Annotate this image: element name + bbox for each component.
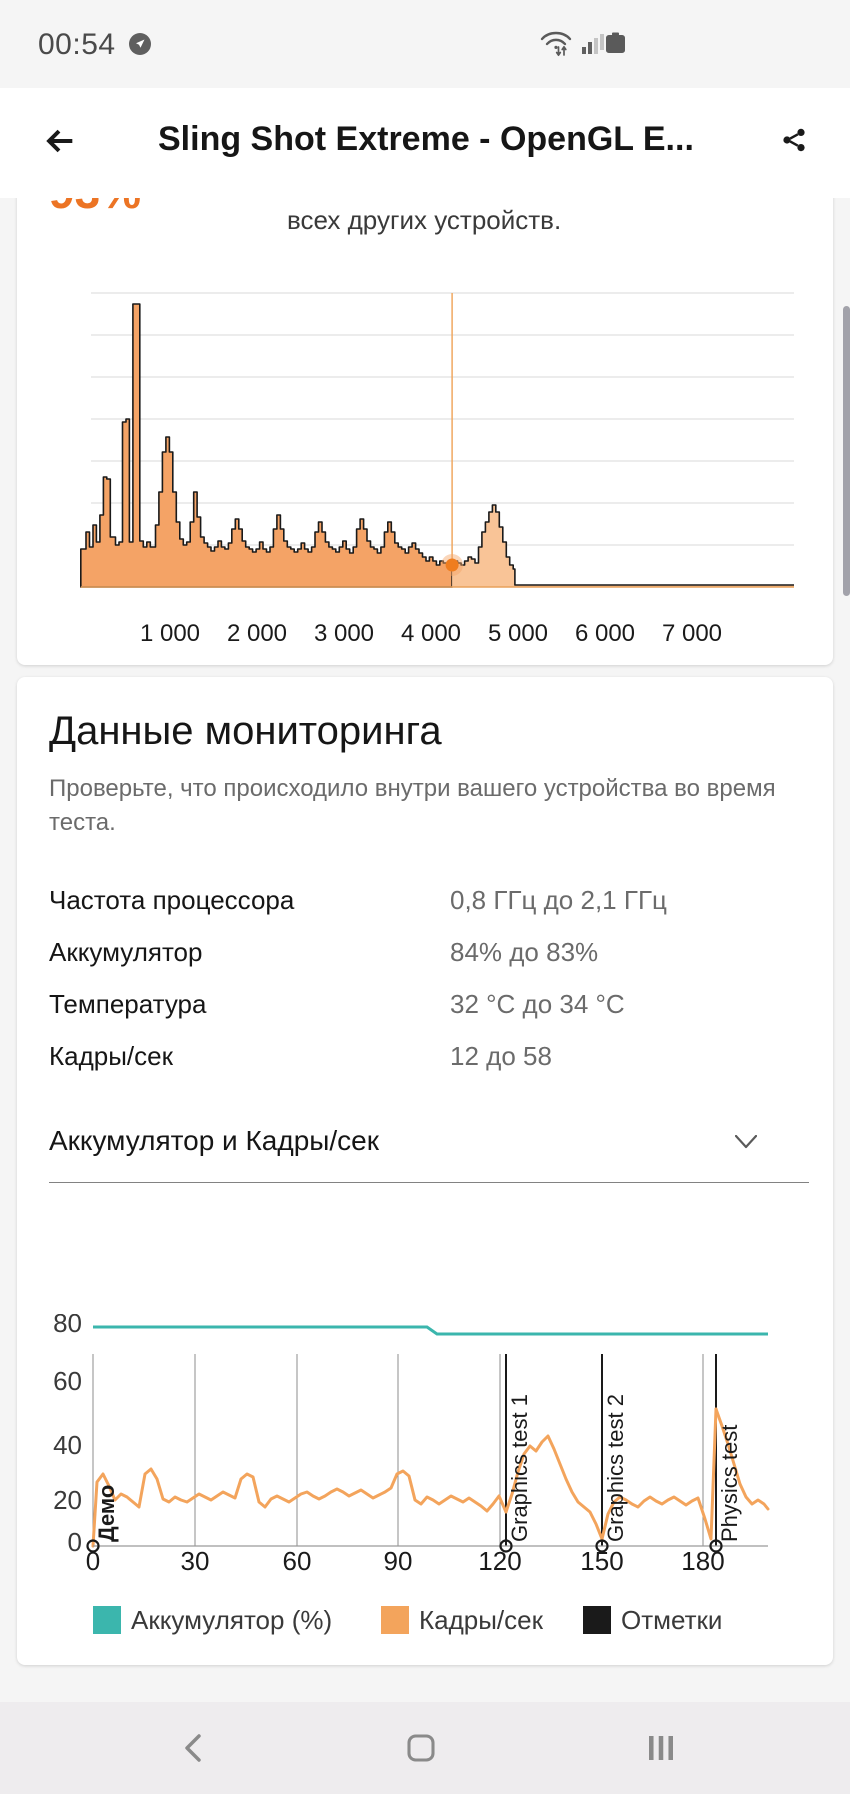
svg-text:Кадры/сек: Кадры/сек [419, 1605, 544, 1635]
svg-text:0: 0 [86, 1546, 100, 1576]
svg-text:Physics test: Physics test [717, 1425, 742, 1542]
svg-text:80: 80 [53, 1314, 82, 1338]
svg-text:180: 180 [681, 1546, 724, 1576]
svg-text:30: 30 [181, 1546, 210, 1576]
svg-text:0: 0 [68, 1527, 82, 1557]
svg-text:90: 90 [384, 1546, 413, 1576]
svg-text:120: 120 [478, 1546, 521, 1576]
svg-text:Отметки: Отметки [621, 1605, 722, 1635]
svg-text:40: 40 [53, 1430, 82, 1460]
svg-text:Graphics test 1: Graphics test 1 [507, 1394, 532, 1542]
svg-text:150: 150 [580, 1546, 623, 1576]
svg-text:Graphics test 2: Graphics test 2 [603, 1394, 628, 1542]
svg-text:Демо: Демо [94, 1485, 119, 1542]
svg-text:60: 60 [53, 1366, 82, 1396]
svg-text:60: 60 [283, 1546, 312, 1576]
svg-text:Аккумулятор (%): Аккумулятор (%) [131, 1605, 332, 1635]
svg-text:20: 20 [53, 1485, 82, 1515]
